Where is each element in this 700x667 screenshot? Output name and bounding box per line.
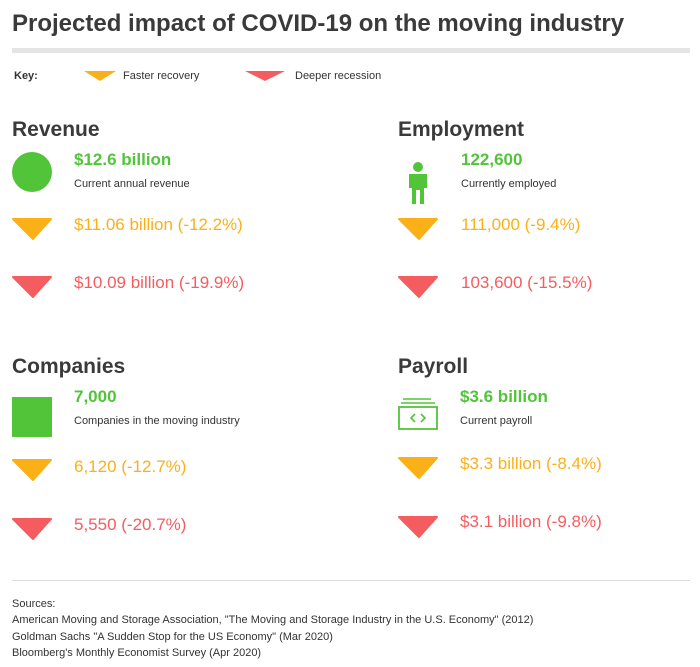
deeper-recession-triangle-icon <box>245 71 285 81</box>
page-title: Projected impact of COVID-19 on the movi… <box>12 10 625 37</box>
deeper-recession-value: 5,550 (-20.7%) <box>74 515 187 534</box>
title-underline <box>12 48 690 53</box>
faster-recovery-triangle-icon <box>398 457 438 479</box>
key-label: Key: <box>14 70 38 82</box>
section-employment: Employment 122,600 Currently employed 11… <box>398 118 688 318</box>
money-icon <box>398 398 438 430</box>
current-value: $3.6 billion <box>460 387 548 406</box>
current-label: Currently employed <box>461 178 557 190</box>
section-heading: Employment <box>398 118 525 141</box>
faster-recovery-value: 6,120 (-12.7%) <box>74 457 187 476</box>
section-revenue: Revenue $12.6 billion Current annual rev… <box>12 118 302 318</box>
deeper-recession-triangle-icon <box>398 516 438 538</box>
deeper-recession-triangle-icon <box>12 518 52 540</box>
section-companies: Companies 7,000 Companies in the moving … <box>12 355 302 555</box>
section-heading: Companies <box>12 355 126 378</box>
section-payroll: Payroll $3.6 billion Current payroll $3.… <box>398 355 688 555</box>
faster-recovery-triangle-icon <box>398 218 438 240</box>
deeper-recession-value: $10.09 billion (-19.9%) <box>74 273 245 292</box>
deeper-recession-triangle-icon <box>398 276 438 298</box>
sources-label: Sources: <box>12 598 56 610</box>
faster-recovery-value: 111,000 (-9.4%) <box>461 215 581 234</box>
current-value: 7,000 <box>74 387 117 406</box>
current-label: Current payroll <box>460 415 533 427</box>
divider <box>12 580 690 581</box>
source-item: American Moving and Storage Association,… <box>12 614 534 626</box>
section-heading: Payroll <box>398 355 469 378</box>
deeper-recession-triangle-icon <box>12 276 52 298</box>
faster-recovery-value: $11.06 billion (-12.2%) <box>74 215 243 234</box>
current-value: $12.6 billion <box>74 150 172 169</box>
faster-recovery-triangle-icon <box>84 71 116 81</box>
current-label: Companies in the moving industry <box>74 415 240 427</box>
square-icon <box>12 397 52 437</box>
faster-recovery-value: $3.3 billion (-8.4%) <box>460 454 602 473</box>
deeper-recession-value: 103,600 (-15.5%) <box>461 273 593 292</box>
faster-recovery-triangle-icon <box>12 218 52 240</box>
source-item: Goldman Sachs "A Sudden Stop for the US … <box>12 631 333 643</box>
deeper-recession-value: $3.1 billion (-9.8%) <box>460 512 602 531</box>
faster-recovery-triangle-icon <box>12 459 52 481</box>
source-item: Bloomberg's Monthly Economist Survey (Ap… <box>12 647 262 659</box>
key-faster-recovery: Faster recovery <box>123 70 200 82</box>
section-heading: Revenue <box>12 118 100 141</box>
circle-icon <box>12 152 52 192</box>
key-deeper-recession: Deeper recession <box>295 70 382 82</box>
current-value: 122,600 <box>461 150 523 169</box>
person-icon <box>409 162 427 204</box>
current-label: Current annual revenue <box>74 178 190 190</box>
